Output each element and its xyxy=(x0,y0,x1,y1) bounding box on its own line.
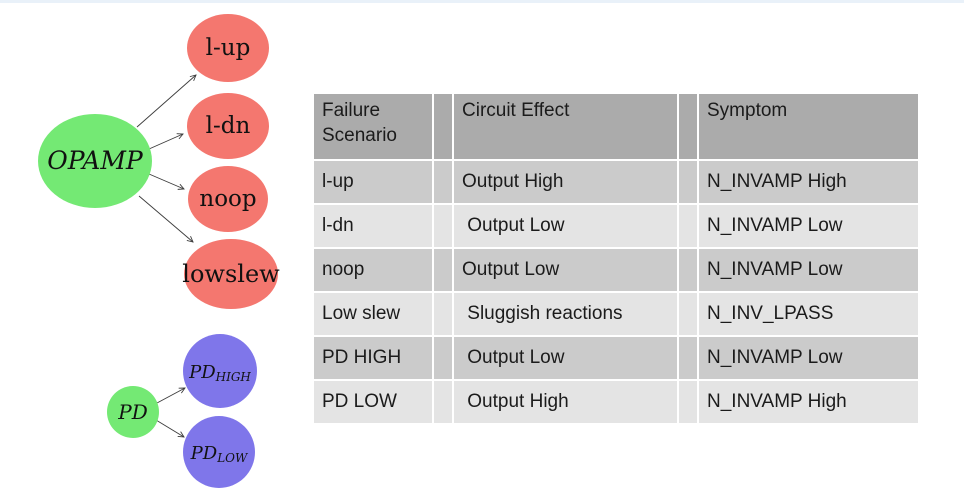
cell-spacer xyxy=(434,161,452,203)
node-pdlow-label: PDLOW xyxy=(190,443,249,465)
cell-spacer xyxy=(679,381,697,423)
node-lup-shape xyxy=(187,14,269,82)
cell-spacer xyxy=(679,161,697,203)
table-row: PD HIGH Output Low N_INVAMP Low xyxy=(314,337,918,379)
cell-spacer xyxy=(434,337,452,379)
opamp-edges xyxy=(136,74,197,243)
node-opamp: OPAMP xyxy=(38,114,152,208)
node-ldn: l-dn xyxy=(187,93,269,159)
node-lup-label: l-up xyxy=(206,35,251,61)
cell-symptom: N_INVAMP Low xyxy=(699,249,918,291)
node-pdhigh: PDHIGH xyxy=(183,334,257,408)
cell-effect: Output Low xyxy=(454,205,677,247)
node-lup: l-up xyxy=(187,14,269,82)
cell-spacer xyxy=(434,249,452,291)
edge-opamp-lowslew-arrow xyxy=(138,195,194,243)
cell-effect: Output High xyxy=(454,381,677,423)
cell-spacer xyxy=(679,337,697,379)
node-opamp-label: OPAMP xyxy=(47,146,144,175)
table-row: Low slew Sluggish reactions N_INV_LPASS xyxy=(314,293,918,335)
table-row: noop Output Low N_INVAMP Low xyxy=(314,249,918,291)
node-ldn-shape xyxy=(187,93,269,159)
cell-spacer xyxy=(679,293,697,335)
failure-table-container: Failure Scenario Circuit Effect Symptom … xyxy=(312,92,920,425)
node-noop-shape xyxy=(188,166,268,232)
table-row: PD LOW Output High N_INVAMP High xyxy=(314,381,918,423)
node-lowslew-shape xyxy=(184,239,278,309)
node-pdlow-label-main: PD xyxy=(190,443,218,464)
node-pd: PD xyxy=(107,386,159,438)
header-circuit-effect: Circuit Effect xyxy=(454,94,677,159)
cell-scenario: PD HIGH xyxy=(314,337,432,379)
node-ldn-label: l-dn xyxy=(206,113,251,139)
cell-scenario: noop xyxy=(314,249,432,291)
failure-table: Failure Scenario Circuit Effect Symptom … xyxy=(312,92,920,425)
node-pdhigh-label-main: PD xyxy=(188,362,216,383)
cell-symptom: N_INV_LPASS xyxy=(699,293,918,335)
fault-tree-diagram: OPAMP l-up l-dn noop lowslew PD PDHIGH xyxy=(38,14,280,488)
cell-effect: Output Low xyxy=(454,249,677,291)
edge-opamp-noop-arrow xyxy=(148,173,185,190)
cell-spacer xyxy=(434,205,452,247)
node-lowslew: lowslew xyxy=(182,239,280,309)
cell-spacer xyxy=(679,205,697,247)
top-edge-strip xyxy=(0,0,964,3)
header-spacer-2 xyxy=(679,94,697,159)
edge-pd-pdhigh-arrow xyxy=(156,387,186,404)
cell-symptom: N_INVAMP Low xyxy=(699,205,918,247)
table-row: l-up Output High N_INVAMP High xyxy=(314,161,918,203)
header-failure-scenario: Failure Scenario xyxy=(314,94,432,159)
node-noop: noop xyxy=(188,166,268,232)
cell-scenario: l-up xyxy=(314,161,432,203)
node-pdlow-label-sub: LOW xyxy=(216,451,249,465)
cell-symptom: N_INVAMP High xyxy=(699,381,918,423)
node-pdlow-shape xyxy=(183,416,255,488)
node-pd-label: PD xyxy=(117,400,148,424)
node-pdhigh-label-sub: HIGH xyxy=(215,370,252,384)
edge-pd-pdlow-arrow xyxy=(155,419,185,438)
cell-symptom: N_INVAMP High xyxy=(699,161,918,203)
cell-spacer xyxy=(434,293,452,335)
node-pd-shape xyxy=(107,386,159,438)
node-opamp-shape xyxy=(38,114,152,208)
cell-scenario: l-dn xyxy=(314,205,432,247)
node-pdhigh-shape xyxy=(183,334,257,408)
cell-effect: Output Low xyxy=(454,337,677,379)
node-pdlow: PDLOW xyxy=(183,416,255,488)
node-pdhigh-label: PDHIGH xyxy=(188,362,251,384)
cell-effect: Sluggish reactions xyxy=(454,293,677,335)
edge-opamp-lup-arrow xyxy=(136,74,197,128)
node-lowslew-label: lowslew xyxy=(182,260,280,288)
cell-effect: Output High xyxy=(454,161,677,203)
table-row: l-dn Output Low N_INVAMP Low xyxy=(314,205,918,247)
cell-scenario: PD LOW xyxy=(314,381,432,423)
header-symptom: Symptom xyxy=(699,94,918,159)
node-noop-label: noop xyxy=(199,186,256,212)
cell-symptom: N_INVAMP Low xyxy=(699,337,918,379)
cell-spacer xyxy=(434,381,452,423)
pd-edges xyxy=(155,387,186,438)
table-header-row: Failure Scenario Circuit Effect Symptom xyxy=(314,94,918,159)
cell-spacer xyxy=(679,249,697,291)
header-spacer-1 xyxy=(434,94,452,159)
cell-scenario: Low slew xyxy=(314,293,432,335)
edge-opamp-ldn-arrow xyxy=(148,133,184,150)
